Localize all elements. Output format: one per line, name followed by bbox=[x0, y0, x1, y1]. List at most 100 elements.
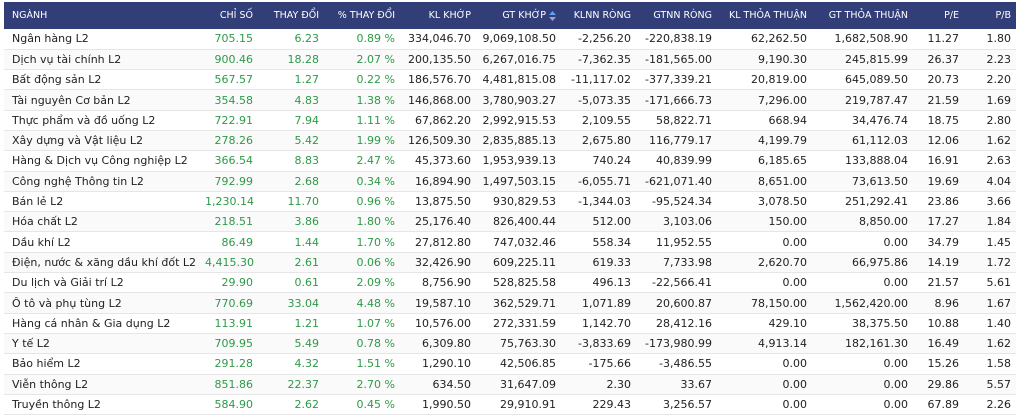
table-row[interactable]: Bán lẻ L2 1,230.14 11.70 0.96 % 13,875.50 930… bbox=[4, 191, 1016, 213]
table-row[interactable]: Bảo hiểm L2 291.28 4.32 1.51 % 1,290.10 42,50… bbox=[4, 353, 1016, 375]
cell: 42,506.85 bbox=[476, 353, 561, 375]
cell: 747,032.46 bbox=[476, 231, 561, 253]
column-header[interactable]: CHỈ SỐ bbox=[200, 2, 258, 29]
cell: 429.10 bbox=[717, 313, 812, 334]
cell: 0.22 % bbox=[324, 69, 400, 91]
sector-name: Ô tô và phụ tùng L2 bbox=[4, 292, 200, 314]
cell: 219,787.47 bbox=[812, 89, 913, 111]
sector-name: Truyền thông L2 bbox=[4, 394, 200, 416]
cell: 29.90 bbox=[200, 272, 258, 294]
cell: 116,779.17 bbox=[636, 130, 717, 152]
cell: 3.86 bbox=[258, 211, 324, 233]
sector-table: NGÀNH CHỈ SỐ THAY ĐỔI % THAY ĐỔI KL KHỚP GT K… bbox=[4, 2, 1016, 416]
cell: 2.68 bbox=[258, 171, 324, 192]
cell: 4,199.79 bbox=[717, 130, 812, 152]
header-label: % THAY ĐỔI bbox=[337, 10, 395, 21]
table-row[interactable]: Xây dựng và Vật liệu L2 278.26 5.42 1.99 % 1… bbox=[4, 130, 1016, 152]
cell: 645,089.50 bbox=[812, 69, 913, 91]
cell: 2.63 bbox=[964, 150, 1016, 172]
column-header[interactable]: P/B bbox=[964, 2, 1016, 29]
cell: 8,651.00 bbox=[717, 171, 812, 192]
cell: -181,565.00 bbox=[636, 49, 717, 71]
column-header[interactable]: KL KHỚP bbox=[400, 2, 476, 29]
cell: 8,850.00 bbox=[812, 211, 913, 233]
cell: 2.07 % bbox=[324, 49, 400, 71]
cell: 1.07 % bbox=[324, 313, 400, 334]
cell: 584.90 bbox=[200, 394, 258, 416]
table-row[interactable]: Du lịch và Giải trí L2 29.90 0.61 2.09 % 8,7… bbox=[4, 272, 1016, 294]
cell: 334,046.70 bbox=[400, 29, 476, 50]
cell: 40,839.99 bbox=[636, 150, 717, 172]
table-row[interactable]: Hàng & Dịch vụ Công nghiệp L2 366.54 8.83 2… bbox=[4, 150, 1016, 172]
cell: 1.45 bbox=[964, 231, 1016, 253]
cell: 11.70 bbox=[258, 191, 324, 213]
column-header[interactable]: KLNN RÒNG bbox=[561, 2, 636, 29]
cell: 4,481,815.08 bbox=[476, 69, 561, 91]
cell: 62,262.50 bbox=[717, 29, 812, 50]
table-row[interactable]: Thực phẩm và đồ uống L2 722.91 7.94 1.11 % 6… bbox=[4, 110, 1016, 131]
table-row[interactable]: Công nghệ Thông tin L2 792.99 2.68 0.34 % 16… bbox=[4, 171, 1016, 192]
cell: 2.80 bbox=[964, 110, 1016, 131]
sector-name: Công nghệ Thông tin L2 bbox=[4, 171, 200, 192]
sector-name: Dịch vụ tài chính L2 bbox=[4, 49, 200, 71]
table-row[interactable]: Dầu khí L2 86.49 1.44 1.70 % 27,812.80 747,03… bbox=[4, 231, 1016, 253]
column-header[interactable]: GTNN RÒNG bbox=[636, 2, 717, 29]
cell: 705.15 bbox=[200, 29, 258, 50]
cell: 229.43 bbox=[561, 394, 636, 416]
cell: 1.62 bbox=[964, 333, 1016, 355]
column-header[interactable]: P/E bbox=[913, 2, 964, 29]
table-row[interactable]: Hàng cá nhân & Gia dụng L2 113.91 1.21 1.07… bbox=[4, 313, 1016, 334]
table-row[interactable]: Viễn thông L2 851.86 22.37 2.70 % 634.50 31,6… bbox=[4, 374, 1016, 395]
cell: 900.46 bbox=[200, 49, 258, 71]
table-row[interactable]: Ô tô và phụ tùng L2 770.69 33.04 4.48 % 19,5… bbox=[4, 292, 1016, 314]
cell: -377,339.21 bbox=[636, 69, 717, 91]
cell: 1.84 bbox=[964, 211, 1016, 233]
table-row[interactable]: Hóa chất L2 218.51 3.86 1.80 % 25,176.40 826,… bbox=[4, 211, 1016, 233]
table-body: Ngân hàng L2 705.15 6.23 0.89 % 334,046.70 9,… bbox=[4, 29, 1016, 416]
cell: 200,135.50 bbox=[400, 49, 476, 71]
cell: 8,756.90 bbox=[400, 272, 476, 294]
cell: 0.00 bbox=[717, 231, 812, 253]
cell: 7.94 bbox=[258, 110, 324, 131]
cell: 567.57 bbox=[200, 69, 258, 91]
cell: 362,529.71 bbox=[476, 292, 561, 314]
column-header[interactable]: GT THỎA THUẬN bbox=[812, 2, 913, 29]
cell: -171,666.73 bbox=[636, 89, 717, 111]
sector-name: Hàng cá nhân & Gia dụng L2 bbox=[4, 313, 200, 334]
cell: 0.00 bbox=[812, 353, 913, 375]
cell: 6,185.65 bbox=[717, 150, 812, 172]
table-row[interactable]: Bất động sản L2 567.57 1.27 0.22 % 186,576.7… bbox=[4, 69, 1016, 91]
cell: 1.69 bbox=[964, 89, 1016, 111]
cell: 0.00 bbox=[717, 272, 812, 294]
column-header[interactable]: NGÀNH bbox=[4, 2, 200, 29]
cell: -175.66 bbox=[561, 353, 636, 375]
table-row[interactable]: Tài nguyên Cơ bản L2 354.58 4.83 1.38 % 146,… bbox=[4, 89, 1016, 111]
sort-icon[interactable] bbox=[549, 10, 556, 21]
cell: 20,819.00 bbox=[717, 69, 812, 91]
cell: 1.67 bbox=[964, 292, 1016, 314]
cell: 2,992,915.53 bbox=[476, 110, 561, 131]
header-label: GTNN RÒNG bbox=[653, 10, 712, 21]
table-row[interactable]: Ngân hàng L2 705.15 6.23 0.89 % 334,046.70 9,… bbox=[4, 29, 1016, 50]
cell: 16.91 bbox=[913, 150, 964, 172]
table-row[interactable]: Dịch vụ tài chính L2 900.46 18.28 2.07 % 200… bbox=[4, 49, 1016, 71]
cell: 3.66 bbox=[964, 191, 1016, 213]
cell: -2,256.20 bbox=[561, 29, 636, 50]
column-header[interactable]: GT KHỚP bbox=[476, 2, 561, 29]
cell: 2,675.80 bbox=[561, 130, 636, 152]
sector-name: Bảo hiểm L2 bbox=[4, 353, 200, 375]
cell: 38,375.50 bbox=[812, 313, 913, 334]
cell: 1.11 % bbox=[324, 110, 400, 131]
cell: -1,344.03 bbox=[561, 191, 636, 213]
cell: 33.67 bbox=[636, 374, 717, 395]
table-row[interactable]: Y tế L2 709.95 5.49 0.78 % 6,309.80 75,763.30… bbox=[4, 333, 1016, 355]
table-row[interactable]: Truyền thông L2 584.90 2.62 0.45 % 1,990.50 2… bbox=[4, 394, 1016, 416]
column-header[interactable]: THAY ĐỔI bbox=[258, 2, 324, 29]
column-header[interactable]: % THAY ĐỔI bbox=[324, 2, 400, 29]
table-row[interactable]: Điện, nước & xăng dầu khí đốt L2 4,415.30… bbox=[4, 252, 1016, 274]
cell: 1.44 bbox=[258, 231, 324, 253]
cell: 2.26 bbox=[964, 394, 1016, 416]
column-header[interactable]: KL THỎA THUẬN bbox=[717, 2, 812, 29]
cell: 58,822.71 bbox=[636, 110, 717, 131]
